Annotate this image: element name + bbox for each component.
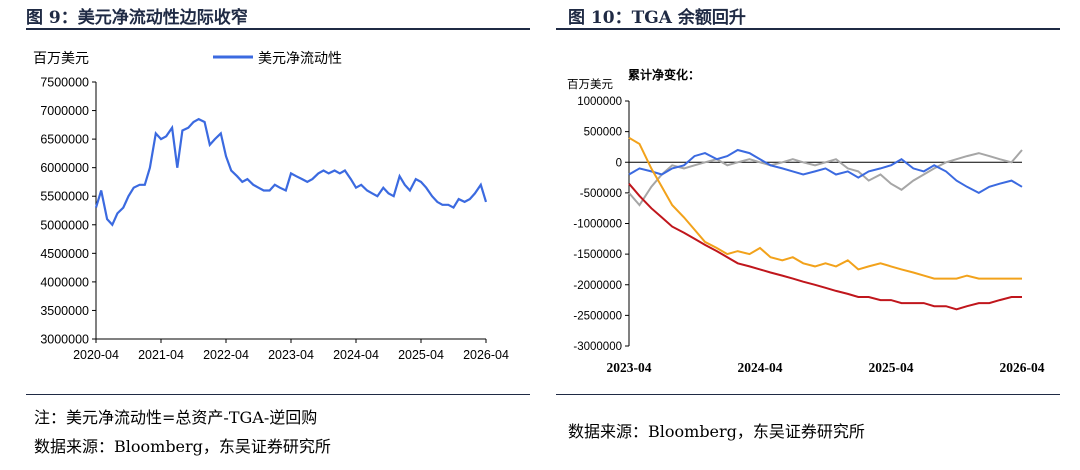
right-series-orange [628,136,1022,280]
left-xtick-label: 2022-04 [203,348,249,362]
right-xtick-label: 2025-04 [869,360,914,375]
left-chart: 百万美元 美元净流动性 3000000 3500000 4000000 4500000… [33,51,509,362]
right-ytick-label: -500000 [580,188,622,200]
right-chart: 百万美元 累计净变化： -3000000 -2500000 -2000000 -150… [567,67,1045,375]
right-xtick-label: 2026-04 [1000,360,1045,375]
left-ytick-label: 7500000 [40,76,89,90]
left-ytick-label: 4500000 [40,247,89,261]
right-figure-title: 图 10：TGA 余额回升 [568,8,746,28]
right-source: 数据来源：Bloomberg，东吴证券研究所 [568,422,865,441]
left-source: 数据来源：Bloomberg，东吴证券研究所 [34,437,331,456]
right-series-gray [628,149,1023,207]
right-xtick-label: 2023-04 [607,360,652,375]
right-series-blue [628,148,1023,195]
right-ylabel: 百万美元 [567,77,613,91]
left-ylabel: 百万美元 [33,51,89,67]
left-ytick-label: 4000000 [40,275,89,289]
left-title-rule [26,28,530,30]
left-note-rule [26,394,530,395]
left-xtick-label: 2020-04 [73,348,119,362]
right-ytick-label: 500000 [584,127,622,139]
left-ytick-label: 3000000 [40,333,89,347]
left-note: 注：美元净流动性=总资产-TGA-逆回购 [34,408,318,427]
right-ytick-label: -1500000 [573,249,622,261]
left-xtick-label: 2024-04 [333,348,379,362]
right-ytick-label: -1000000 [573,219,622,231]
right-ytick-label: -2000000 [573,280,622,292]
left-ytick-label: 6000000 [40,161,89,175]
left-xtick-label: 2021-04 [138,348,184,362]
left-xtick-label: 2026-04 [463,348,509,362]
left-series-line [94,117,488,227]
left-ytick-label: 5000000 [40,218,89,232]
right-xtick-label: 2024-04 [738,360,783,375]
left-legend-label: 美元净流动性 [258,51,342,67]
right-ytick-label: 1000000 [577,96,622,108]
right-series-red [628,183,1022,311]
left-figure-title: 图 9：美元净流动性边际收窄 [26,8,248,28]
left-ytick-label: 7000000 [40,104,89,118]
left-xtick-label: 2025-04 [398,348,444,362]
right-note-rule [556,394,1060,395]
right-ytick-label: -2500000 [573,310,622,322]
right-title-rule [556,28,1060,30]
right-ytick-label: -3000000 [573,341,622,353]
right-subtitle: 累计净变化： [628,67,700,82]
right-ytick-label: 0 [616,157,622,169]
left-xtick-label: 2023-04 [268,348,314,362]
left-ytick-label: 6500000 [40,133,89,147]
left-ytick-label: 3500000 [40,304,89,318]
left-ytick-label: 5500000 [40,190,89,204]
